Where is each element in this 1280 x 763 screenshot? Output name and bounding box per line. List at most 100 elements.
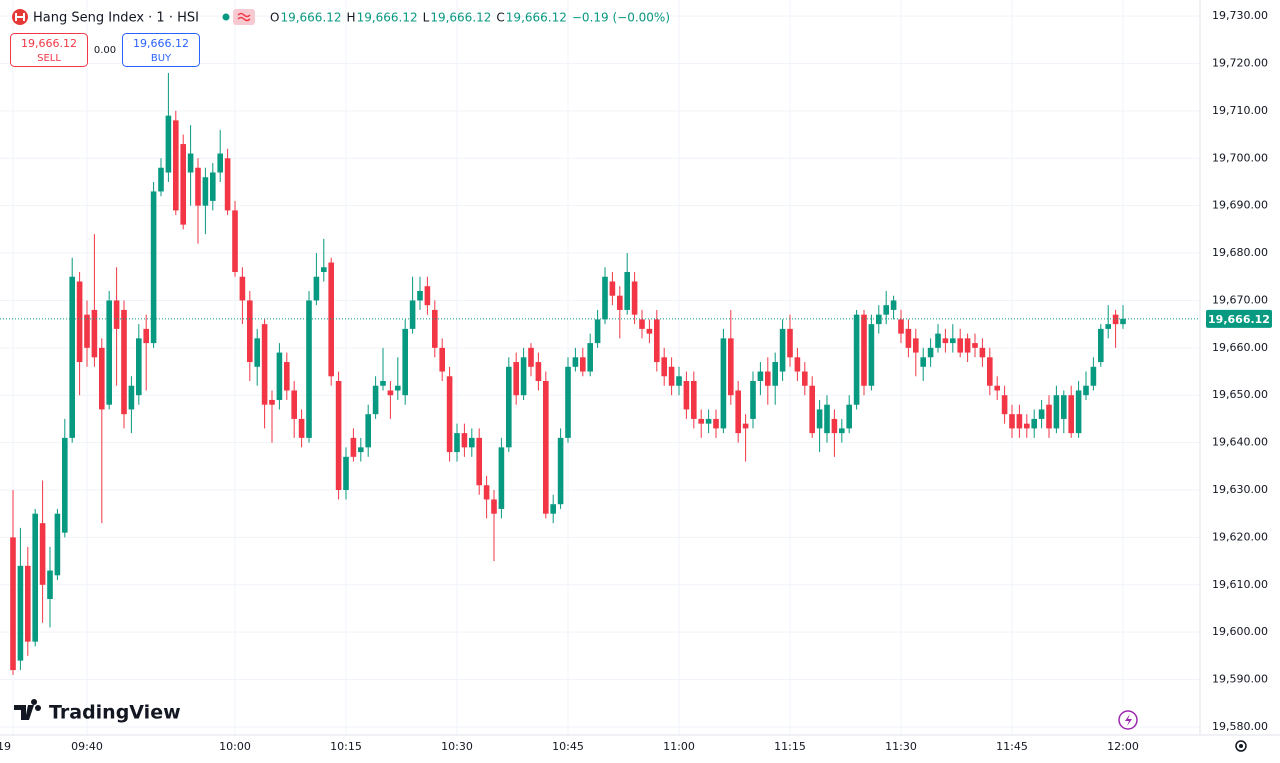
y-tick-label: 19,690.00 bbox=[1212, 199, 1268, 212]
y-tick-label: 19,670.00 bbox=[1212, 293, 1268, 306]
legend-key: O bbox=[270, 11, 279, 25]
candle-body bbox=[543, 381, 549, 514]
y-tick-label: 19,630.00 bbox=[1212, 483, 1268, 496]
candle-body bbox=[520, 357, 527, 396]
candle-body bbox=[239, 276, 246, 301]
candle-body bbox=[158, 167, 164, 192]
x-tick-label: 10:15 bbox=[330, 740, 362, 753]
candle-body bbox=[1083, 385, 1089, 396]
candle-body bbox=[476, 437, 482, 486]
candle-body bbox=[506, 366, 512, 448]
y-tick-label: 19,640.00 bbox=[1212, 436, 1268, 449]
legend-key: H bbox=[347, 11, 356, 25]
candle-body bbox=[395, 385, 401, 391]
candle-body bbox=[787, 328, 793, 358]
y-tick-label: 19,660.00 bbox=[1212, 341, 1268, 354]
candle-body bbox=[1090, 366, 1097, 386]
candle-body bbox=[772, 362, 778, 386]
candle-body bbox=[232, 210, 238, 273]
candle-body bbox=[824, 404, 830, 434]
x-tick-label: 11:00 bbox=[663, 740, 695, 753]
candle-body bbox=[291, 390, 297, 419]
candle-body bbox=[831, 418, 838, 434]
candle-body bbox=[350, 437, 357, 457]
candle-body bbox=[1009, 414, 1015, 429]
candle-body bbox=[853, 314, 860, 405]
y-tick-label: 19,650.00 bbox=[1212, 388, 1268, 401]
candle-body bbox=[809, 385, 815, 434]
candle-body bbox=[1061, 395, 1067, 419]
candle-body bbox=[705, 418, 712, 424]
candle-body bbox=[1046, 404, 1052, 429]
candle-body bbox=[802, 371, 808, 386]
y-tick-label: 19,580.00 bbox=[1212, 720, 1268, 733]
candle-body bbox=[794, 357, 801, 372]
candle-body bbox=[1016, 414, 1023, 429]
candle-body bbox=[750, 381, 756, 419]
candle-body bbox=[535, 362, 542, 382]
candle-body bbox=[387, 390, 394, 396]
grid bbox=[0, 0, 1200, 735]
candle-body bbox=[816, 409, 823, 429]
candle-body bbox=[883, 305, 889, 315]
candle-body bbox=[91, 309, 98, 358]
last-price-label: 19,666.12 bbox=[1208, 313, 1270, 326]
candle-body bbox=[765, 371, 771, 386]
candle-body bbox=[84, 314, 90, 348]
candle-body bbox=[17, 565, 24, 661]
candle-body bbox=[128, 385, 135, 410]
candle-body bbox=[76, 281, 83, 363]
candle-body bbox=[461, 433, 468, 448]
candle-body bbox=[572, 357, 579, 367]
candle-body bbox=[942, 338, 949, 344]
candle-body bbox=[121, 309, 127, 415]
status-badge-icon bbox=[237, 12, 251, 22]
candle-body bbox=[498, 447, 505, 509]
candle-body bbox=[224, 158, 231, 211]
sell-price: 19,666.12 bbox=[21, 37, 77, 50]
candle-body bbox=[106, 300, 112, 405]
candle-body bbox=[757, 371, 764, 382]
candle-body bbox=[276, 352, 283, 400]
status-badge[interactable] bbox=[233, 9, 255, 25]
buy-price: 19,666.12 bbox=[133, 37, 189, 50]
candle-body bbox=[528, 347, 534, 367]
candle-body bbox=[402, 328, 408, 396]
candle-body bbox=[247, 300, 253, 363]
candle-body bbox=[173, 120, 179, 211]
y-tick-label: 19,590.00 bbox=[1212, 673, 1268, 686]
candle-body bbox=[927, 347, 934, 358]
settings-button[interactable] bbox=[1235, 740, 1247, 752]
sell-button[interactable] bbox=[10, 33, 88, 67]
candle-body bbox=[839, 428, 845, 434]
candle-body bbox=[1031, 418, 1037, 429]
candle-body bbox=[380, 381, 386, 386]
candle-body bbox=[868, 324, 875, 386]
candle-body bbox=[890, 300, 897, 310]
buy-button[interactable] bbox=[122, 33, 200, 67]
candle-body bbox=[1068, 395, 1074, 434]
candle-body bbox=[513, 362, 519, 396]
legend-value: 19,666.12 bbox=[280, 11, 341, 25]
candle-body bbox=[284, 362, 290, 391]
candle-body bbox=[10, 537, 16, 671]
candle-body bbox=[39, 523, 46, 585]
candle-body bbox=[1053, 395, 1060, 429]
candle-body bbox=[254, 338, 260, 367]
candle-body bbox=[550, 504, 556, 514]
candle-body bbox=[358, 447, 364, 453]
candle-body bbox=[210, 172, 216, 201]
x-tick-label: 10:00 bbox=[219, 740, 251, 753]
legend-change: −0.19 (−0.00%) bbox=[572, 11, 670, 25]
x-tick-label: 12:00 bbox=[1107, 740, 1139, 753]
candle-body bbox=[713, 418, 719, 429]
candle-body bbox=[1112, 314, 1119, 325]
candle-body bbox=[195, 167, 201, 206]
axes: 19,730.00 19,720.00 19,710.00 19,700.00 19,6… bbox=[0, 9, 1272, 753]
candle-body bbox=[372, 385, 379, 415]
candle-body bbox=[580, 357, 586, 372]
candle-body bbox=[328, 262, 334, 377]
legend-value: 19,666.12 bbox=[506, 11, 567, 25]
candle-body bbox=[950, 338, 956, 344]
